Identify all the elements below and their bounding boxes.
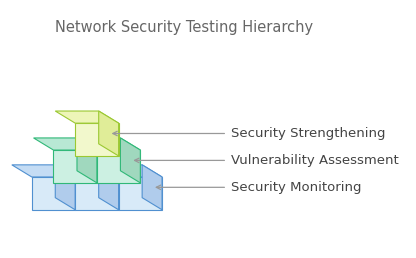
Polygon shape	[53, 150, 97, 183]
Polygon shape	[55, 165, 75, 210]
Polygon shape	[55, 111, 119, 123]
Polygon shape	[119, 177, 162, 210]
Polygon shape	[142, 165, 162, 210]
Polygon shape	[12, 165, 75, 177]
Text: Security Strengthening: Security Strengthening	[231, 127, 385, 140]
Polygon shape	[120, 138, 140, 183]
Text: Network Security Testing Hierarchy: Network Security Testing Hierarchy	[55, 20, 313, 35]
Polygon shape	[32, 177, 75, 210]
Polygon shape	[97, 150, 140, 183]
Polygon shape	[34, 138, 97, 150]
Polygon shape	[55, 165, 119, 177]
Polygon shape	[75, 123, 119, 156]
Polygon shape	[77, 138, 97, 183]
Polygon shape	[99, 165, 119, 210]
Text: Security Monitoring: Security Monitoring	[231, 181, 362, 194]
Polygon shape	[75, 177, 119, 210]
Text: Vulnerability Assessment: Vulnerability Assessment	[231, 154, 399, 167]
Polygon shape	[99, 111, 119, 156]
Polygon shape	[77, 138, 140, 150]
Polygon shape	[99, 165, 162, 177]
